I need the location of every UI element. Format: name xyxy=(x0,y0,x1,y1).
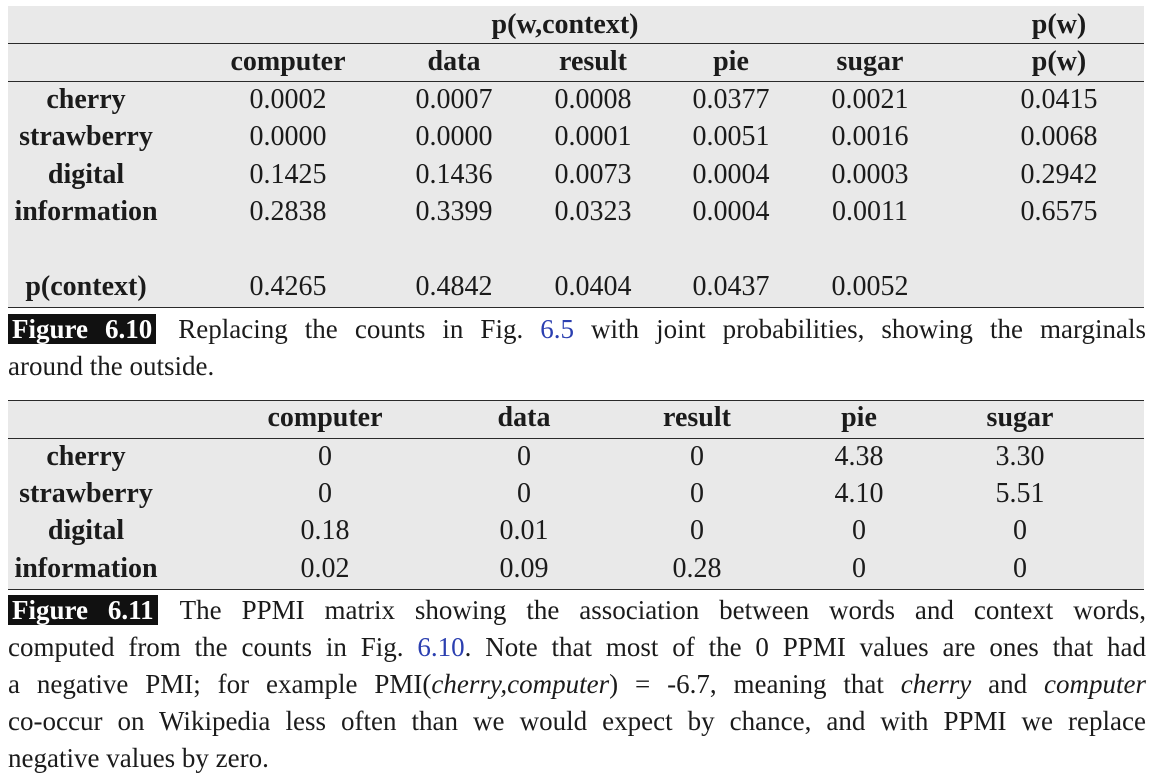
caption-text: negative values by zero. xyxy=(8,743,269,773)
table-cell: 0.0008 xyxy=(554,84,632,115)
table-rule xyxy=(8,589,1144,590)
table-cell: 3.30 xyxy=(995,441,1045,472)
table-cell: 0.0323 xyxy=(554,196,632,227)
column-header: data xyxy=(427,46,481,77)
table-cell: 0.1436 xyxy=(415,159,493,190)
marginal-cell: 0.4265 xyxy=(249,271,327,302)
group-header-joint: p(w,context) xyxy=(491,9,639,40)
table-cell: 0.0004 xyxy=(692,159,770,190)
column-header: pie xyxy=(841,402,877,433)
figure-reference-link[interactable]: 6.10 xyxy=(417,632,465,662)
marginal-cell: 0.4842 xyxy=(415,271,493,302)
table-cell: 0 xyxy=(690,478,704,509)
column-header: sugar xyxy=(986,402,1054,433)
table-cell: 0 xyxy=(690,441,704,472)
table-cell: 0.0003 xyxy=(831,159,909,190)
table-cell: 4.10 xyxy=(834,478,884,509)
table-rule xyxy=(8,307,1144,308)
table-cell: 0.28 xyxy=(672,553,722,584)
caption-text: a negative PMI; for example PMI( xyxy=(8,669,432,699)
marginal-cell: 0.0052 xyxy=(831,271,909,302)
table-cell: 0 xyxy=(517,478,531,509)
column-header: computer xyxy=(267,402,383,433)
figure-label: Figure 6.10 xyxy=(8,314,157,344)
table-cell: 0 xyxy=(690,515,704,546)
row-label: digital xyxy=(47,515,125,546)
table-cell: 0.1425 xyxy=(249,159,327,190)
table-cell-pw: 0.2942 xyxy=(1020,159,1098,190)
column-header: data xyxy=(497,402,551,433)
table-cell: 0.0021 xyxy=(831,84,909,115)
figure-label: Figure 6.11 xyxy=(8,595,158,625)
table-cell: 0.0002 xyxy=(249,84,327,115)
table-cell: 0.01 xyxy=(499,515,549,546)
table-cell: 0.09 xyxy=(499,553,549,584)
table-cell: 0 xyxy=(852,553,866,584)
marginal-cell: 0.0437 xyxy=(692,271,770,302)
caption-text: ) = -6.7, meaning that xyxy=(609,669,884,699)
table-cell: 0 xyxy=(1013,553,1027,584)
table-cell: 0.18 xyxy=(300,515,350,546)
caption-italic: computer xyxy=(1044,669,1147,699)
caption-italic: cherry,computer xyxy=(431,669,610,699)
table-cell: 0 xyxy=(1013,515,1027,546)
table-cell: 0.2838 xyxy=(249,196,327,227)
marginal-cell: 0.0404 xyxy=(554,271,632,302)
caption-text: . Note that most of the 0 PPMI values ar… xyxy=(464,632,1147,662)
table-rule xyxy=(8,81,1144,82)
table-cell: 5.51 xyxy=(995,478,1045,509)
table-cell: 0 xyxy=(318,441,332,472)
table-cell: 0 xyxy=(517,441,531,472)
row-label: cherry xyxy=(46,441,126,472)
table-cell: 0.0016 xyxy=(831,121,909,152)
column-header: result xyxy=(663,402,731,433)
column-header: result xyxy=(559,46,627,77)
table-cell: 0.0377 xyxy=(692,84,770,115)
table-cell: 0.0011 xyxy=(832,196,908,227)
caption-text: co-occur on Wikipedia less often than we… xyxy=(8,706,1146,736)
table-cell: 0.0000 xyxy=(249,121,327,152)
row-label: digital xyxy=(47,159,125,190)
marginal-row-label: p(context) xyxy=(25,271,147,302)
figure-reference-link[interactable]: 6.5 xyxy=(540,314,574,344)
table-cell: 0.0073 xyxy=(554,159,632,190)
table-cell: 0.02 xyxy=(300,553,350,584)
group-header-pw: p(w) xyxy=(1031,9,1087,40)
table-cell-pw: 0.0415 xyxy=(1020,84,1098,115)
table-rule xyxy=(8,400,1144,401)
joint-probability-table: p(w,context) p(w) computer data result p… xyxy=(8,6,1144,308)
table-cell: 0.0001 xyxy=(554,121,632,152)
caption-text: Replacing the counts in Fig. xyxy=(178,314,524,344)
figure-caption-6-10: Figure 6.10 Replacing the counts in Fig. … xyxy=(8,311,1146,385)
caption-text: with joint probabilities, showing the ma… xyxy=(591,314,1146,344)
table-cell: 0 xyxy=(318,478,332,509)
column-header-pw: p(w) xyxy=(1031,46,1087,77)
table-cell: 0.3399 xyxy=(415,196,493,227)
table-rule xyxy=(8,438,1144,439)
caption-text: computed from the counts in Fig. xyxy=(8,632,404,662)
ppmi-table: computer data result pie sugar cherry 0 … xyxy=(8,400,1144,590)
caption-italic: cherry xyxy=(900,669,972,699)
table-cell: 4.38 xyxy=(834,441,884,472)
table-cell: 0.0000 xyxy=(415,121,493,152)
row-label: strawberry xyxy=(19,121,153,152)
column-header: sugar xyxy=(836,46,904,77)
caption-text: and xyxy=(988,669,1028,699)
table-cell: 0.0051 xyxy=(692,121,770,152)
row-label: information xyxy=(14,553,158,584)
row-label: cherry xyxy=(46,84,126,115)
row-label: information xyxy=(14,196,158,227)
column-header: pie xyxy=(713,46,749,77)
table-cell-pw: 0.6575 xyxy=(1020,196,1098,227)
table-cell: 0 xyxy=(852,515,866,546)
table-cell: 0.0004 xyxy=(692,196,770,227)
row-label: strawberry xyxy=(19,478,153,509)
caption-text: The PPMI matrix showing the association … xyxy=(179,595,1146,625)
table-cell: 0.0007 xyxy=(415,84,493,115)
column-header: computer xyxy=(230,46,346,77)
caption-text: around the outside. xyxy=(8,351,215,381)
table-rule xyxy=(8,43,1144,44)
figure-caption-6-11: Figure 6.11 The PPMI matrix showing the a… xyxy=(8,592,1146,777)
table-cell-pw: 0.0068 xyxy=(1020,121,1098,152)
